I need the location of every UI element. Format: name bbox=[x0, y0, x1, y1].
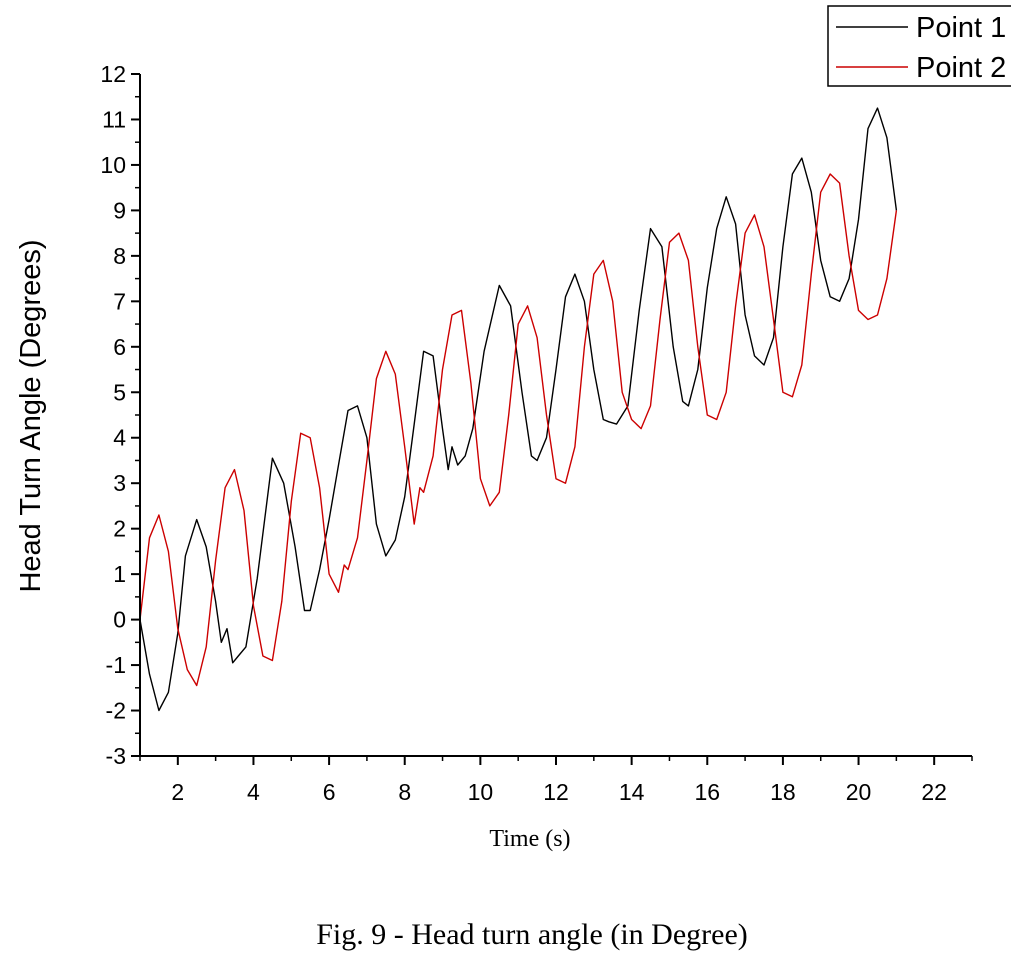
x-tick-label: 8 bbox=[398, 779, 411, 805]
y-tick-label: 0 bbox=[113, 607, 126, 633]
y-tick-label: 11 bbox=[102, 106, 126, 132]
y-tick-label: 12 bbox=[100, 61, 126, 87]
y-tick-label: 3 bbox=[113, 470, 126, 496]
x-axis-title: Time (s) bbox=[489, 826, 570, 852]
legend-box bbox=[827, 5, 1011, 87]
legend: Point 1 Point 2 bbox=[827, 5, 1011, 87]
legend-label-point-2: Point 2 bbox=[916, 52, 1006, 84]
x-tick-label: 12 bbox=[543, 779, 569, 805]
y-tick-label: 2 bbox=[113, 516, 126, 542]
y-axis-title: Head Turn Angle (Degrees) bbox=[15, 239, 47, 592]
x-tick-label: 22 bbox=[921, 779, 947, 805]
y-tick-label: -1 bbox=[106, 652, 126, 678]
y-tick-label: 8 bbox=[113, 243, 126, 269]
x-tick-label: 4 bbox=[247, 779, 260, 805]
y-tick-label: 7 bbox=[113, 288, 126, 314]
legend-label-point-1: Point 1 bbox=[916, 12, 1006, 44]
x-tick-label: 14 bbox=[619, 779, 645, 805]
series-line-point-2 bbox=[139, 173, 898, 687]
y-tick-label: 4 bbox=[113, 425, 126, 451]
y-tick-label: 10 bbox=[100, 152, 126, 178]
x-tick-label: 16 bbox=[694, 779, 720, 805]
x-tick-label: 6 bbox=[323, 779, 336, 805]
series-layer bbox=[139, 107, 898, 712]
x-tick-label: 2 bbox=[171, 779, 184, 805]
y-tick-label: 6 bbox=[113, 334, 126, 360]
plot-area bbox=[139, 107, 898, 712]
x-tick-label: 20 bbox=[846, 779, 872, 805]
x-tick-label: 18 bbox=[770, 779, 796, 805]
y-tick-label: 9 bbox=[113, 197, 126, 223]
x-tick-label: 10 bbox=[468, 779, 494, 805]
series-line-point-1 bbox=[139, 107, 898, 712]
y-tick-label: 1 bbox=[113, 561, 126, 587]
x-ticks: 2 4 6 8 10 12 14 16 18 20 22 bbox=[139, 756, 973, 805]
figure-caption: Fig. 9 - Head turn angle (in Degree) bbox=[316, 918, 748, 951]
y-tick-label: -3 bbox=[106, 743, 126, 769]
y-tick-label: 5 bbox=[113, 379, 126, 405]
y-tick-label: -2 bbox=[106, 698, 126, 724]
